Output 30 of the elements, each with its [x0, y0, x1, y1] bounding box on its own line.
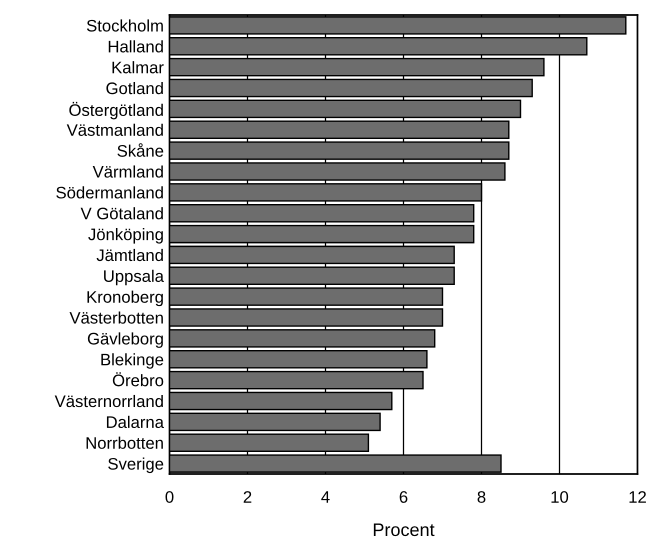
y-tick-label: Dalarna — [106, 416, 164, 428]
y-tick-label: Blekinge — [101, 353, 164, 369]
y-tick-label: Kronoberg — [87, 290, 163, 306]
x-tick-label: 2 — [244, 491, 252, 503]
x-tick-label: 6 — [400, 491, 408, 503]
y-tick-label: Jönköping — [88, 228, 163, 244]
y-tick-label: Västerbotten — [70, 311, 163, 324]
y-tick-label: Gävleborg — [88, 332, 163, 348]
y-tick-label: Sverige — [108, 458, 164, 474]
y-tick-label: Uppsala — [104, 270, 164, 286]
y-tick-label: Södermanland — [56, 186, 163, 199]
x-tick-label: 8 — [478, 491, 486, 503]
y-tick-label: Örebro — [112, 372, 164, 386]
y-tick-label: V Götaland — [80, 207, 163, 220]
y-tick-label: Västmanland — [66, 124, 163, 136]
y-tick-label: Gotland — [106, 82, 163, 94]
y-tick-label: Stockholm — [86, 19, 163, 32]
x-tick-label: 4 — [321, 491, 330, 503]
y-tick-label: Kalmar — [112, 61, 164, 74]
y-tick-label: Västernorrland — [54, 394, 163, 408]
y-tick-label: Halland — [108, 40, 163, 52]
x-tick-label: 10 — [552, 491, 568, 503]
y-tick-label: Jämtland — [96, 248, 163, 262]
y-tick-label: Skåne — [117, 143, 164, 157]
y-tick-label: Norrbotten — [86, 436, 163, 449]
x-axis-title: Procent — [374, 524, 434, 536]
y-tick-label: Östergötland — [69, 102, 163, 120]
y-tick-label: Värmland — [92, 165, 163, 178]
x-tick-label: 0 — [166, 491, 174, 503]
x-tick-label: 12 — [630, 491, 646, 503]
